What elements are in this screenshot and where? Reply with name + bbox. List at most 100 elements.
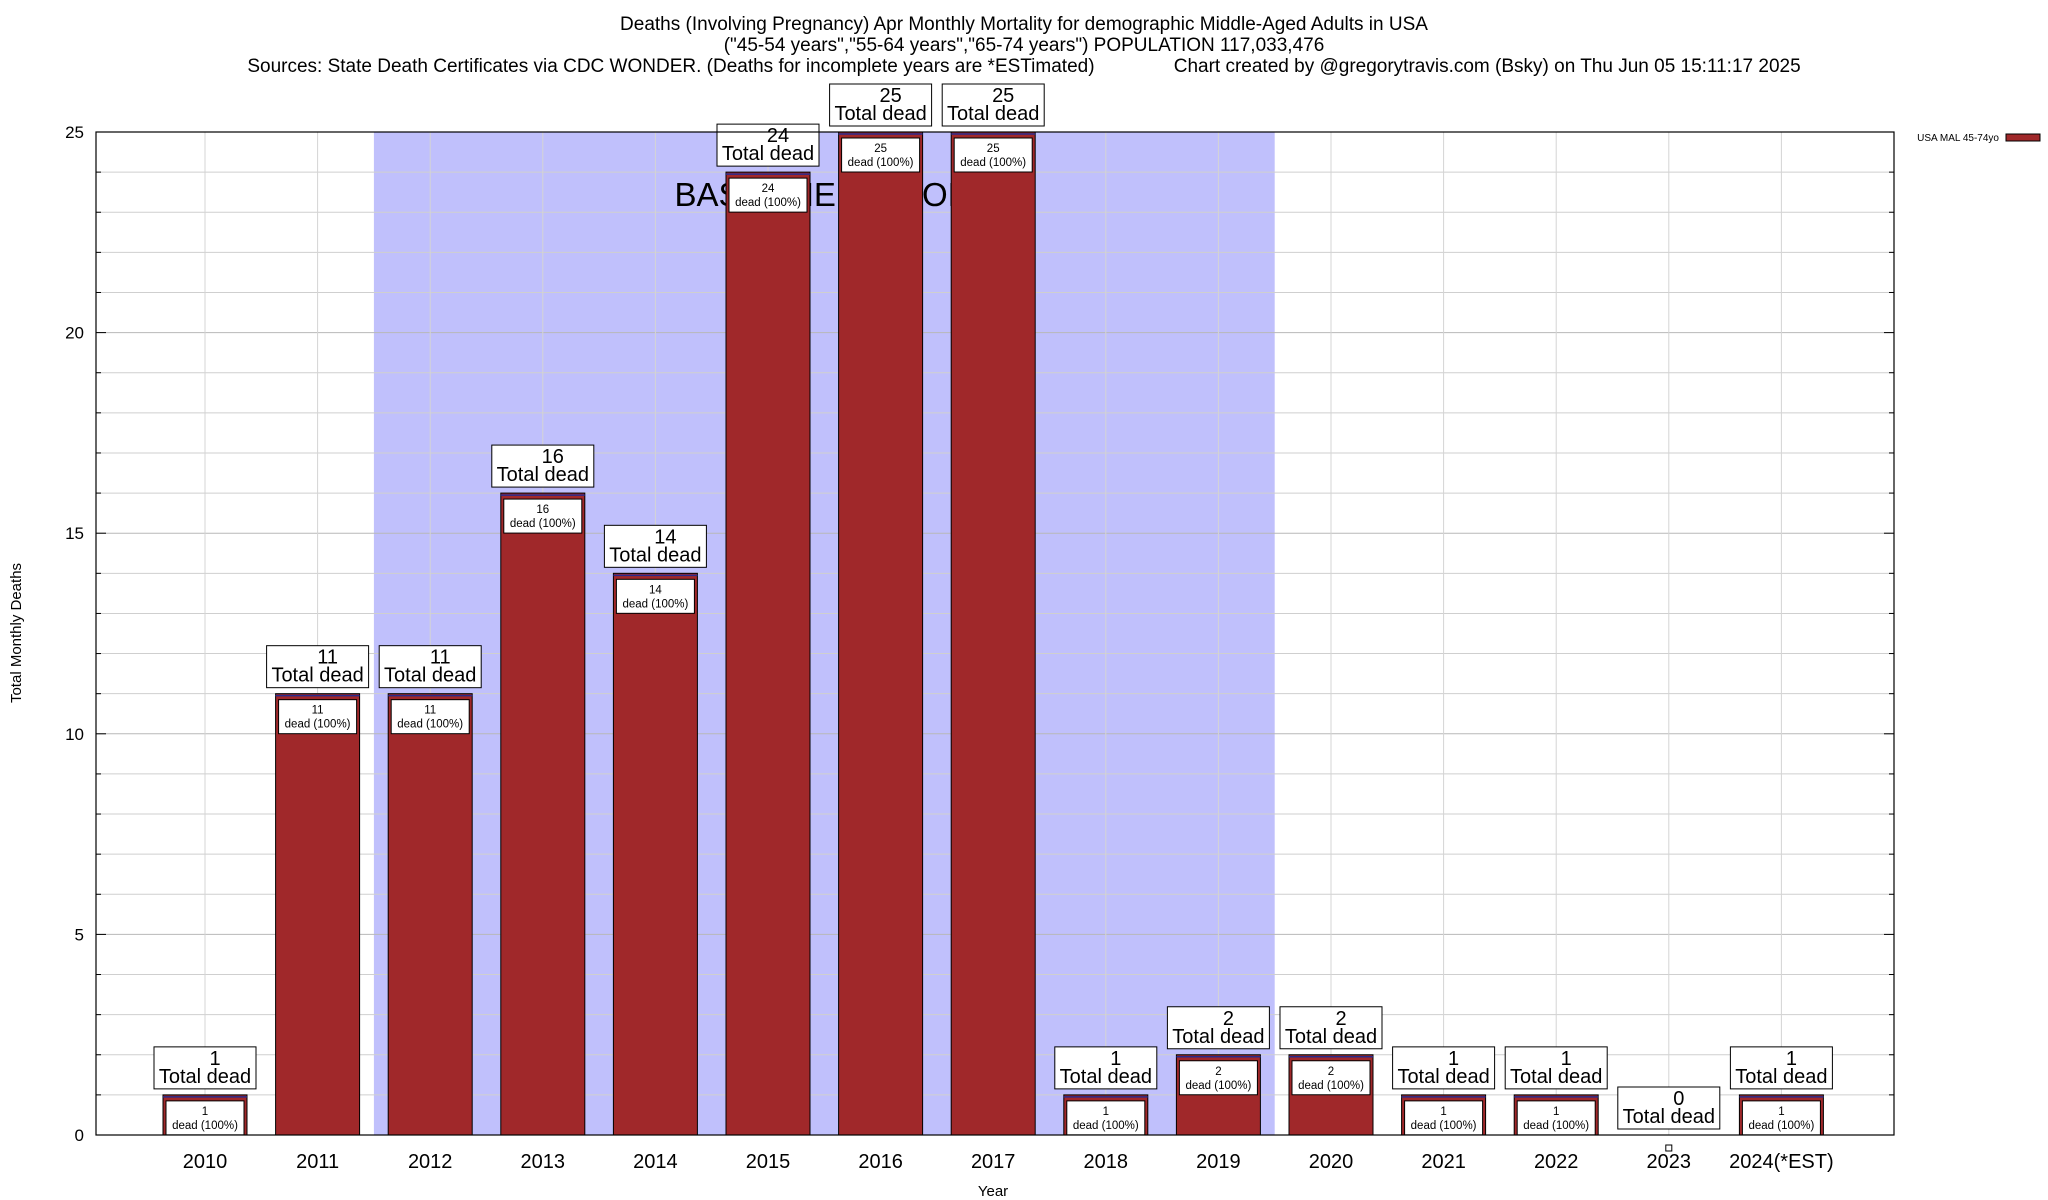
inner-label-count: 2 [1215, 1066, 1221, 1078]
total-label-box [1279, 1006, 1383, 1050]
total-label-text: Total dead [1510, 1066, 1602, 1088]
inner-label-count: 24 [762, 183, 775, 195]
total-label-box [1392, 1046, 1496, 1090]
bar [838, 131, 924, 1136]
inner-label-text: dead (100%) [1073, 1120, 1139, 1132]
x-tick-label: 2015 [746, 1151, 791, 1173]
chart-title: Deaths (Involving Pregnancy) Apr Monthly… [620, 14, 1428, 35]
inner-label-text: dead (100%) [848, 157, 914, 169]
y-tick-label: 5 [75, 925, 84, 944]
total-label-text: Total dead [497, 464, 589, 486]
total-label-box [1617, 1086, 1721, 1130]
inner-label-count: 25 [987, 143, 1000, 155]
x-tick-label: 2014 [633, 1151, 678, 1173]
inner-label-box [1066, 1100, 1146, 1136]
chart-source: Sources: State Death Certificates via CD… [247, 56, 1095, 77]
inner-label-count: 1 [202, 1106, 208, 1118]
total-label-text: Total dead [609, 544, 701, 566]
inner-label-count: 16 [536, 504, 549, 516]
inner-label-text: dead (100%) [1523, 1120, 1589, 1132]
bar [950, 131, 1036, 1136]
inner-label-count: 1 [1103, 1106, 1109, 1118]
legend-label: USA MAL 45-74yo [1917, 133, 1999, 144]
inner-label-box [1516, 1100, 1596, 1136]
inner-label-count: 14 [649, 584, 662, 596]
total-label-box [1504, 1046, 1608, 1090]
total-label-count: 1 [1110, 1048, 1121, 1070]
bar [500, 492, 586, 1136]
total-label-box [829, 83, 933, 127]
inner-label-box [1178, 1060, 1258, 1096]
x-tick-label: 2017 [971, 1151, 1016, 1173]
total-label-text: Total dead [271, 665, 363, 687]
inner-label-box [1291, 1060, 1371, 1096]
chart-title-block: Deaths (Involving Pregnancy) Apr Monthly… [0, 14, 2048, 77]
total-label-box [491, 444, 595, 488]
inner-label-text: dead (100%) [172, 1120, 238, 1132]
total-label-text: Total dead [834, 103, 926, 125]
y-tick-label: 0 [75, 1126, 84, 1145]
inner-label-text: dead (100%) [960, 157, 1026, 169]
total-label-count: 1 [1448, 1048, 1459, 1070]
x-tick-label: 2024(*EST) [1729, 1151, 1834, 1173]
x-tick-label: 2012 [408, 1151, 453, 1173]
total-label-count: 11 [317, 647, 338, 669]
total-label-box [153, 1046, 257, 1090]
total-label-text: Total dead [1397, 1066, 1489, 1088]
inner-label-text: dead (100%) [510, 518, 576, 530]
x-tick-label: 2022 [1534, 1151, 1579, 1173]
x-tick-label: 2016 [858, 1151, 903, 1173]
x-tick-label: 2013 [521, 1151, 566, 1173]
total-label-count: 16 [542, 446, 564, 468]
y-tick-label: 10 [65, 725, 84, 744]
inner-label-count: 11 [424, 705, 436, 717]
chart-credit: Chart created by @gregorytravis.com (Bsk… [1173, 56, 1801, 77]
inner-label-count: 11 [312, 705, 324, 717]
total-label-text: Total dead [384, 665, 476, 687]
x-tick-label: 2019 [1196, 1151, 1241, 1173]
bar [387, 693, 473, 1136]
total-label-count: 1 [1786, 1048, 1797, 1070]
total-label-count: 11 [430, 647, 451, 669]
total-label-count: 2 [1223, 1008, 1234, 1030]
inner-label-text: dead (100%) [285, 719, 351, 731]
y-axis-title: Total Monthly Deaths [8, 563, 25, 703]
inner-label-count: 25 [874, 143, 887, 155]
x-axis-title: Year [978, 1183, 1008, 1200]
bar [275, 693, 361, 1136]
total-label-text: Total dead [1623, 1106, 1715, 1128]
inner-label-box [841, 137, 921, 173]
total-label-count: 25 [879, 85, 901, 107]
baseline-period-label: BASELINE PERIOD [674, 176, 971, 213]
total-label-box [1054, 1046, 1158, 1090]
chart-source-line: Sources: State Death Certificates via CD… [0, 56, 2048, 77]
x-tick-label: 2021 [1421, 1151, 1466, 1173]
total-label-text: Total dead [159, 1066, 251, 1088]
total-label-box [1166, 1006, 1270, 1050]
inner-label-count: 1 [1553, 1106, 1559, 1118]
inner-label-box [953, 137, 1033, 173]
bar [725, 171, 811, 1136]
inner-label-text: dead (100%) [1298, 1080, 1364, 1092]
inner-label-text: dead (100%) [397, 719, 463, 731]
total-label-text: Total dead [1060, 1066, 1152, 1088]
y-tick-label: 15 [65, 524, 84, 543]
inner-label-box [728, 177, 808, 213]
x-tick-label: 2023 [1647, 1151, 1692, 1173]
x-tick-label: 2010 [183, 1151, 228, 1173]
inner-label-text: dead (100%) [622, 598, 688, 610]
bar [612, 572, 698, 1136]
inner-label-text: dead (100%) [1748, 1120, 1814, 1132]
total-label-text: Total dead [1735, 1066, 1827, 1088]
total-label-count: 25 [992, 85, 1014, 107]
x-tick-label: 2020 [1309, 1151, 1354, 1173]
plot-frame [95, 131, 1895, 1136]
total-label-box [941, 83, 1045, 127]
total-label-text: Total dead [1172, 1026, 1264, 1048]
y-tick-label: 20 [65, 324, 84, 343]
chart-subtitle: ("45-54 years","55-64 years","65-74 year… [723, 35, 1325, 56]
total-label-text: Total dead [1285, 1026, 1377, 1048]
inner-label-box [503, 498, 583, 534]
total-label-text: Total dead [722, 143, 814, 165]
total-label-box [1729, 1046, 1833, 1090]
